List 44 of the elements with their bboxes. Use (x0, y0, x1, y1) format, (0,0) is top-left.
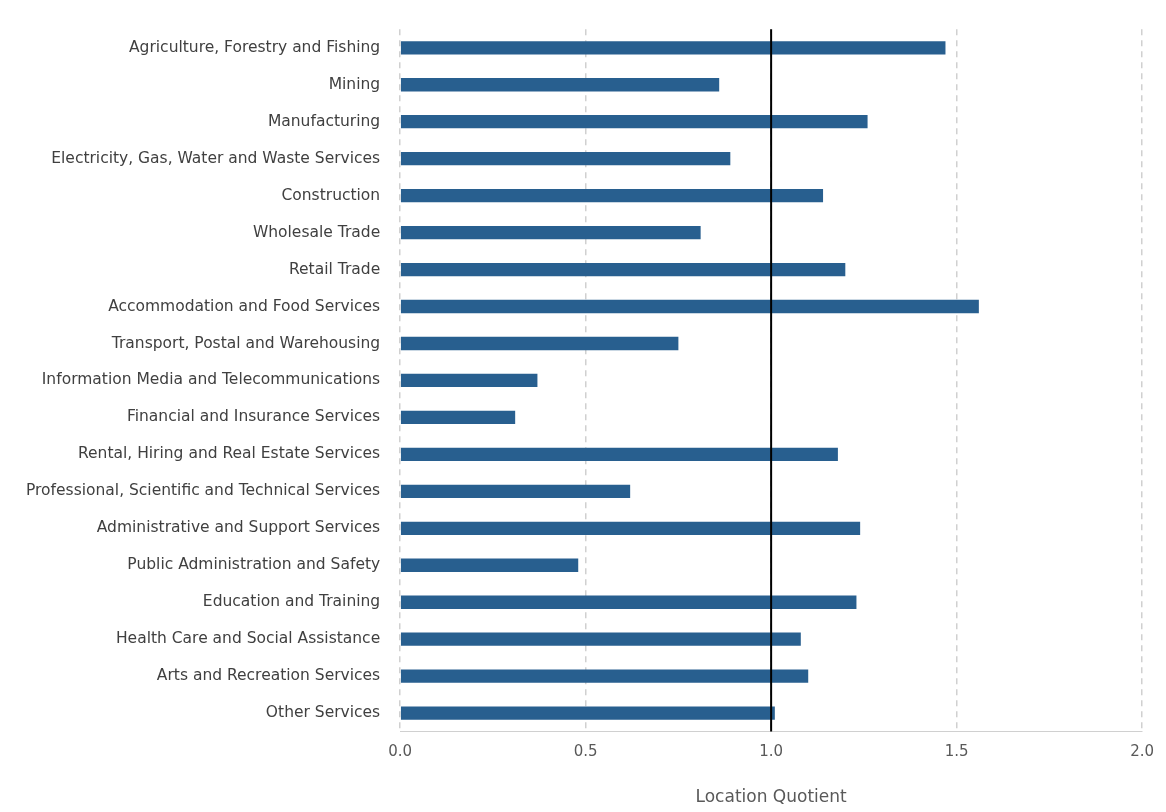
bar (400, 225, 701, 240)
x-tick-label: 0.5 (573, 742, 598, 761)
y-tick-label: Professional, Scientific and Technical Services (25, 481, 381, 500)
y-tick-label: Transport, Postal and Warehousing (110, 333, 381, 352)
y-tick-label: Mining (328, 74, 381, 93)
x-axis-title: Location Quotient (695, 786, 848, 807)
y-tick-label: Arts and Recreation Services (156, 666, 381, 685)
bar (400, 447, 838, 462)
bar (400, 373, 538, 388)
y-tick-label: Retail Trade (289, 259, 381, 278)
y-tick-label: Manufacturing (267, 111, 381, 130)
y-tick-label: Construction (281, 185, 381, 204)
bar (400, 41, 946, 55)
x-tick-label: 2.0 (1130, 742, 1154, 761)
y-tick-label: Financial and Insurance Services (126, 407, 381, 426)
bar (400, 669, 809, 683)
y-tick-label: Wholesale Trade (252, 222, 381, 241)
bar (400, 484, 631, 498)
y-tick-label: Accommodation and Food Services (108, 296, 381, 315)
bar (400, 262, 846, 277)
bar (400, 706, 775, 720)
bar (400, 299, 979, 314)
bar (400, 595, 857, 609)
y-tick-label: Rental, Hiring and Real Estate Services (77, 444, 381, 463)
bar (400, 152, 731, 166)
y-tick-label: Information Media and Telecommunications (41, 370, 381, 389)
y-tick-label: Administrative and Support Services (96, 518, 381, 537)
y-tick-label: Agriculture, Forestry and Fishing (128, 37, 381, 56)
x-tick-label: 0.0 (388, 742, 413, 761)
bar (400, 336, 679, 351)
bar (400, 188, 824, 203)
x-tick-label: 1.5 (944, 742, 969, 761)
bar (400, 632, 801, 646)
bar (400, 115, 868, 129)
bar (400, 521, 861, 535)
x-tick-label: 1.0 (759, 742, 784, 761)
y-tick-label: Health Care and Social Assistance (115, 629, 381, 648)
y-tick-label: Electricity, Gas, Water and Waste Services (51, 148, 381, 167)
y-tick-label: Other Services (265, 703, 381, 722)
y-tick-label: Public Administration and Safety (127, 555, 381, 574)
bar (400, 410, 516, 425)
y-tick-label: Education and Training (202, 592, 381, 611)
bar (400, 558, 579, 572)
bar (400, 78, 720, 92)
